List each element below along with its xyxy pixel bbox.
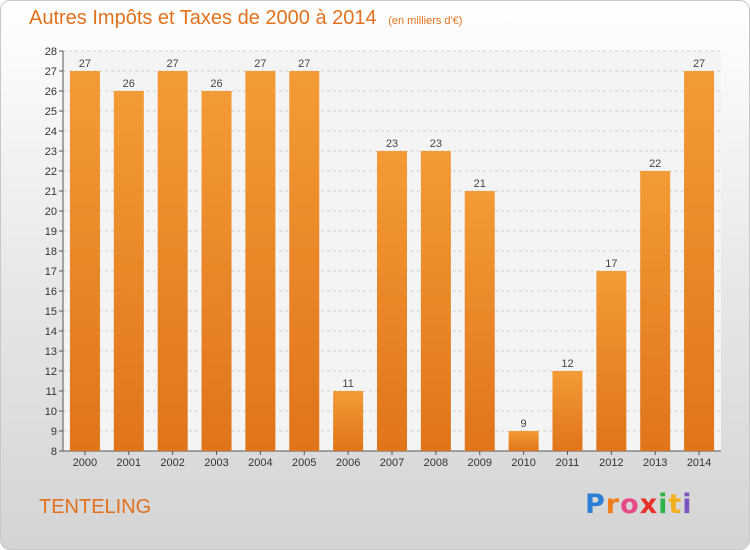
data-label: 23 [386, 138, 398, 150]
data-label: 12 [561, 358, 573, 370]
x-tick-label: 2013 [643, 457, 667, 469]
bar [596, 271, 627, 451]
bar [508, 431, 539, 451]
data-label: 27 [79, 58, 91, 70]
bar [157, 71, 188, 451]
bar [640, 171, 671, 451]
y-tick-label: 27 [45, 66, 57, 78]
y-tick-label: 19 [45, 226, 57, 238]
logo-letter: i [682, 489, 693, 520]
data-label: 27 [298, 58, 310, 70]
y-tick-label: 20 [45, 206, 57, 218]
y-tick-label: 9 [51, 426, 57, 438]
bar [420, 151, 451, 451]
data-label: 26 [123, 78, 135, 90]
data-label: 9 [521, 418, 527, 430]
y-tick-label: 11 [46, 386, 57, 398]
data-label: 21 [474, 178, 486, 190]
y-tick-label: 28 [45, 46, 57, 58]
data-label: 26 [210, 78, 222, 90]
x-tick-label: 2009 [467, 457, 491, 469]
commune-name: TENTELING [39, 496, 152, 518]
x-tick-label: 2012 [599, 457, 623, 469]
logo-letter: r [605, 489, 621, 520]
y-tick-label: 18 [45, 246, 57, 258]
y-tick-label: 23 [45, 146, 57, 158]
bar [552, 371, 583, 451]
data-label: 22 [649, 158, 661, 170]
y-tick-label: 24 [45, 126, 57, 138]
x-tick-label: 2007 [380, 457, 404, 469]
x-tick-label: 2011 [556, 457, 580, 469]
y-tick-label: 22 [45, 166, 57, 178]
x-tick-label: 2008 [424, 457, 448, 469]
bar [245, 71, 276, 451]
bar [201, 91, 232, 451]
logo-letter: t [668, 489, 683, 520]
chart-subtitle: (en milliers d'€) [388, 15, 463, 27]
logo-letter: P [585, 489, 606, 520]
data-label: 27 [254, 58, 266, 70]
proxiti-logo: Proxiti [585, 489, 693, 520]
data-label: 11 [342, 378, 353, 390]
x-tick-label: 2002 [160, 457, 184, 469]
y-tick-label: 10 [45, 406, 57, 418]
bar [113, 91, 144, 451]
y-tick-label: 12 [45, 366, 57, 378]
logo-letter: i [658, 489, 669, 520]
bar [464, 191, 495, 451]
data-label: 17 [605, 258, 617, 270]
chart-title-text: Autres Impôts et Taxes de 2000 à 2014 [29, 7, 377, 29]
x-tick-label: 2001 [117, 457, 141, 469]
bar [289, 71, 320, 451]
y-tick-label: 26 [45, 86, 57, 98]
chart-title: Autres Impôts et Taxes de 2000 à 2014 (e… [29, 7, 462, 30]
y-tick-label: 15 [45, 306, 57, 318]
data-label: 27 [693, 58, 705, 70]
y-tick-label: 8 [51, 446, 57, 458]
y-tick-label: 14 [45, 326, 57, 338]
logo-letter: x [639, 489, 659, 520]
x-tick-label: 2010 [511, 457, 535, 469]
y-tick-label: 16 [45, 286, 57, 298]
data-label: 23 [430, 138, 442, 150]
y-tick-label: 13 [45, 346, 57, 358]
y-tick-label: 25 [45, 106, 57, 118]
bar [377, 151, 407, 451]
x-tick-label: 2000 [73, 457, 97, 469]
y-tick-label: 17 [45, 266, 57, 278]
bar [69, 71, 100, 451]
x-tick-label: 2006 [336, 457, 360, 469]
bar [684, 71, 715, 451]
x-tick-label: 2004 [248, 457, 272, 469]
x-tick-label: 2014 [687, 457, 711, 469]
y-tick-label: 21 [45, 186, 57, 198]
logo-letter: o [620, 489, 640, 520]
data-label: 27 [167, 58, 179, 70]
x-tick-label: 2003 [204, 457, 228, 469]
bar [333, 391, 364, 451]
x-tick-label: 2005 [292, 457, 316, 469]
